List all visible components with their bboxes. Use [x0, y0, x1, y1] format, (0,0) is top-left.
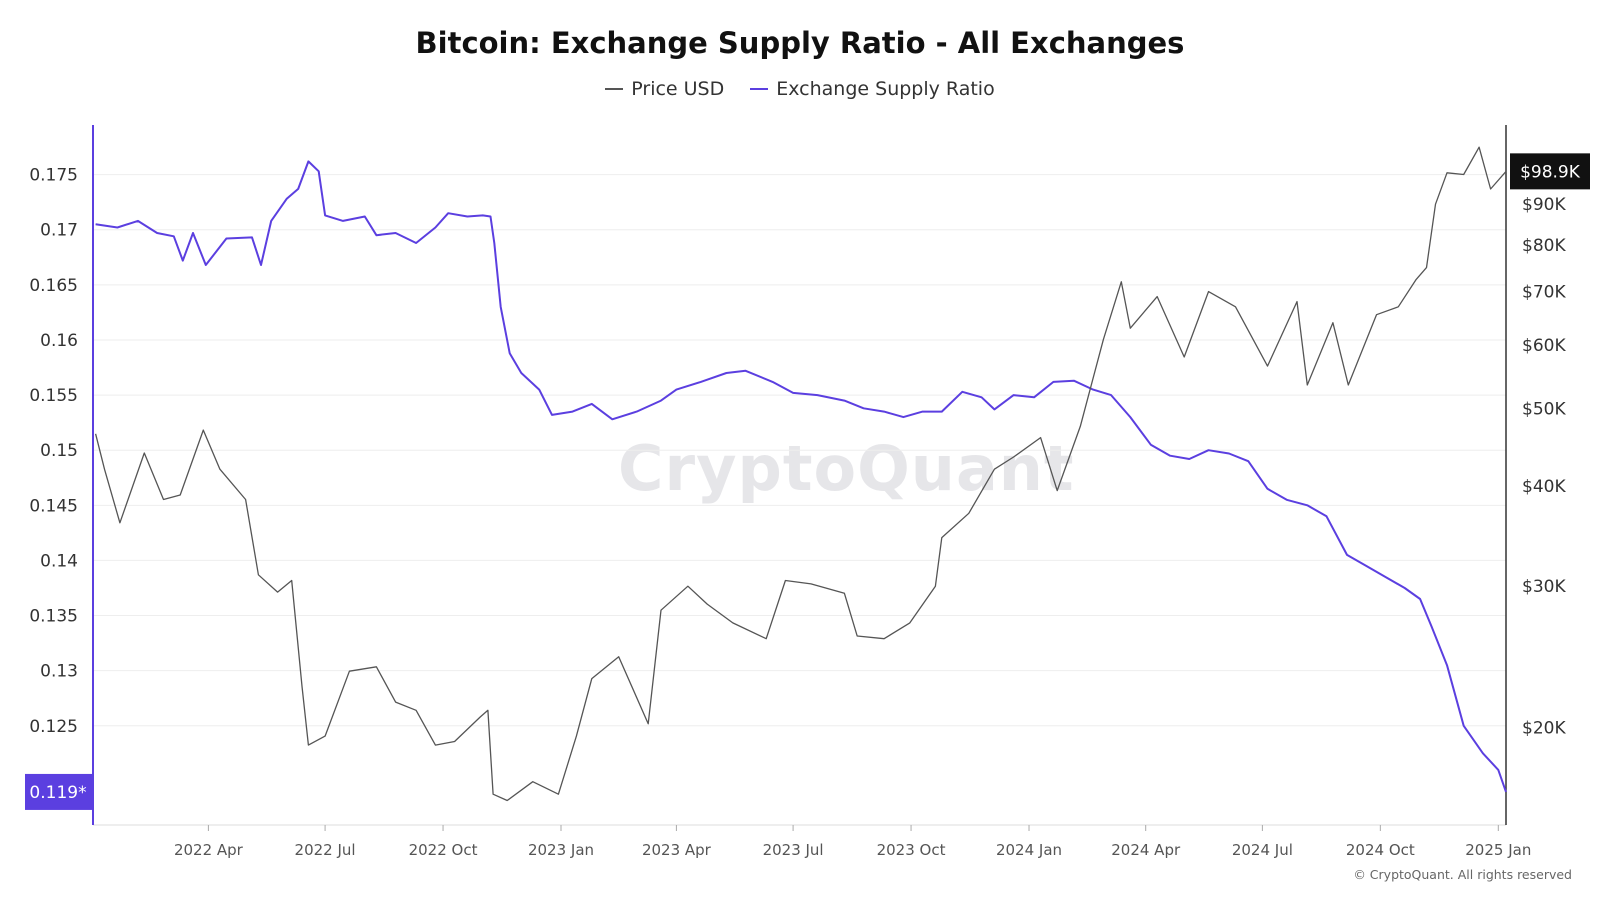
right-current-value-badge [1510, 153, 1590, 190]
series-line-supply-ratio [95, 160, 1507, 793]
watermark-logo: CryptoQuant [618, 432, 1075, 505]
legend-swatch-price [605, 88, 624, 90]
x-tick-label-3: 2023 Jan [528, 841, 594, 859]
right-tick-label-0: $20K [1522, 718, 1566, 738]
legend: Price USD Exchange Supply Ratio [0, 78, 1600, 100]
right-tick-label-1: $30K [1522, 577, 1566, 597]
left-tick-label-3: 0.14 [40, 551, 78, 571]
legend-swatch-supply-ratio [750, 88, 769, 90]
x-tick-label-7: 2024 Jan [996, 841, 1062, 859]
x-tick-label-9: 2024 Jul [1232, 841, 1293, 859]
left-current-value-badge [25, 773, 92, 810]
left-tick-label-6: 0.155 [29, 386, 78, 406]
left-current-value-label: 0.119* [29, 783, 86, 803]
right-tick-label-5: $70K [1522, 283, 1566, 303]
right-tick-label-3: $50K [1522, 400, 1566, 420]
left-tick-label-8: 0.165 [29, 276, 78, 296]
left-tick-label-0: 0.125 [29, 717, 78, 737]
legend-item-price[interactable]: Price USD [605, 78, 724, 100]
right-tick-label-6: $80K [1522, 236, 1566, 256]
x-tick-label-5: 2023 Jul [763, 841, 824, 859]
x-tick-label-4: 2023 Apr [642, 841, 712, 859]
right-current-value-label: $98.9K [1520, 162, 1581, 182]
right-tick-label-2: $40K [1522, 477, 1566, 497]
right-tick-label-7: $90K [1522, 195, 1566, 215]
legend-label-supply-ratio: Exchange Supply Ratio [776, 78, 995, 100]
legend-label-price: Price USD [631, 78, 725, 100]
left-tick-label-7: 0.16 [40, 331, 78, 351]
left-tick-label-5: 0.15 [40, 441, 78, 461]
x-tick-label-2: 2022 Oct [409, 841, 478, 859]
x-tick-label-1: 2022 Jul [295, 841, 356, 859]
x-tick-label-10: 2024 Oct [1346, 841, 1415, 859]
legend-item-supply-ratio[interactable]: Exchange Supply Ratio [750, 78, 995, 100]
chart-title: Bitcoin: Exchange Supply Ratio - All Exc… [415, 26, 1185, 60]
x-tick-label-0: 2022 Apr [174, 841, 244, 859]
x-tick-label-8: 2024 Apr [1111, 841, 1181, 859]
left-tick-label-10: 0.175 [29, 166, 78, 186]
left-tick-label-2: 0.135 [29, 607, 78, 627]
left-tick-label-9: 0.17 [40, 221, 78, 241]
series-line-price [94, 146, 1507, 802]
x-tick-label-6: 2023 Oct [877, 841, 946, 859]
x-tick-label-11: 2025 Jan [1465, 841, 1531, 859]
left-tick-label-1: 0.13 [40, 662, 78, 682]
copyright-credit: © CryptoQuant. All rights reserved [1353, 867, 1572, 882]
right-tick-label-4: $60K [1522, 336, 1566, 356]
left-tick-label-4: 0.145 [29, 496, 78, 516]
